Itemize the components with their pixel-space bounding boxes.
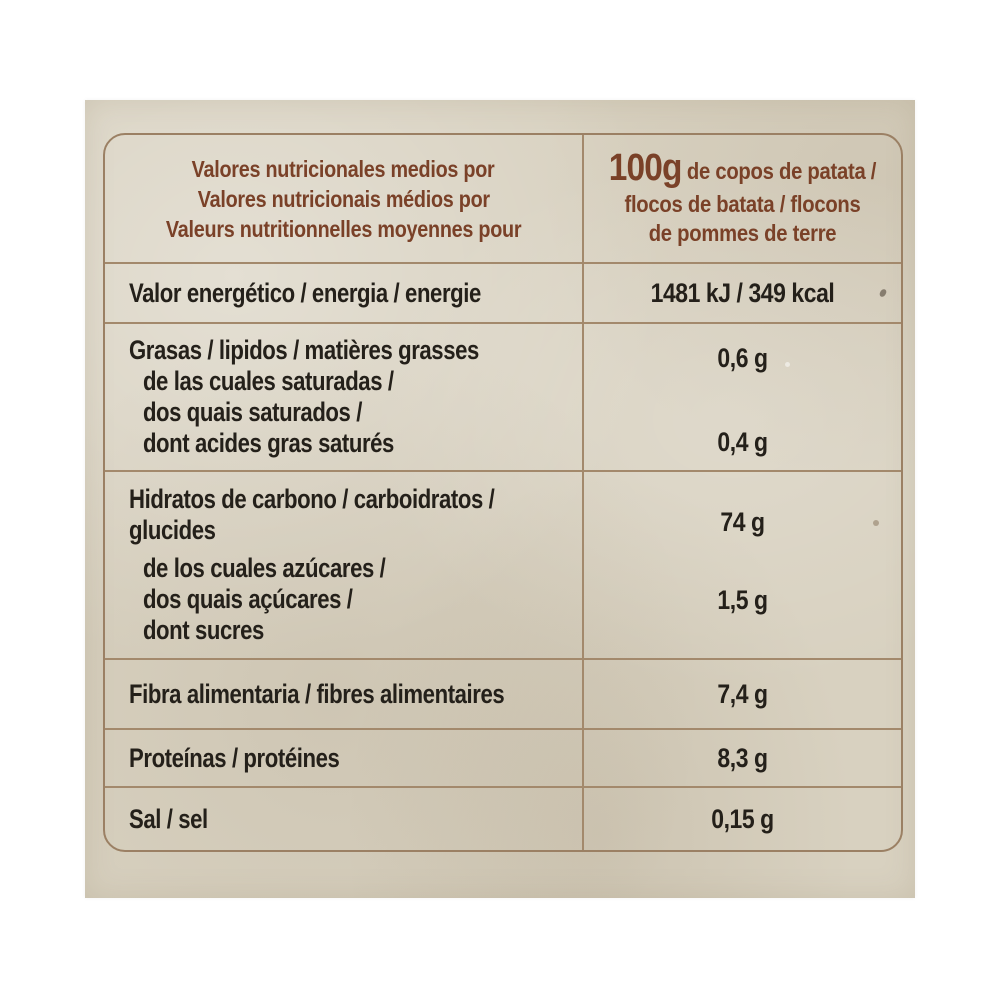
fat-label: Grasas / lipidos / matières grasses (129, 335, 479, 365)
protein-label-cell: Proteínas / protéines (105, 730, 582, 786)
header-quantity-cell: 100g de copos de patata / flocos de bata… (582, 135, 901, 262)
energy-label-cell: Valor energético / energia / energie (105, 264, 582, 322)
header-quantity-line-2: flocos de batata / flocons (624, 191, 861, 217)
carbohydrate-sugars-value: 1,5 g (717, 585, 768, 615)
carbohydrate-label-cell: Hidratos de carbono / carboidratos / glu… (105, 472, 582, 658)
table-row-fiber: Fibra alimentaria / fibres alimentaires … (105, 660, 901, 730)
protein-value-cell: 8,3 g (582, 730, 901, 786)
quantity-rest: de copos de patata / (681, 158, 877, 184)
header-quantity-line-3: de pommes de terre (648, 220, 837, 246)
salt-label: Sal / sel (129, 803, 208, 834)
header-line-spanish: Valores nutricionales medios por (192, 155, 495, 182)
carbohydrate-sugars-label-es: de los cuales azúcares / (142, 553, 386, 583)
salt-label-cell: Sal / sel (105, 788, 582, 850)
fat-saturated-label-pt: dos quais saturados / (142, 397, 362, 427)
carbohydrate-sugars-label-pt: dos quais açúcares / (142, 584, 353, 614)
fat-saturated-label-es: de las cuales saturadas / (142, 366, 394, 396)
header-line-french: Valeurs nutritionnelles moyennes pour (165, 215, 522, 242)
salt-value: 0,15 g (711, 804, 774, 834)
fat-saturated-label-fr: dont acides gras saturés (142, 428, 394, 458)
energy-value-cell: 1481 kJ / 349 kcal (582, 264, 901, 322)
nutrition-facts-table: Valores nutricionales medios por Valores… (103, 133, 903, 852)
carbohydrate-value: 74 g (720, 507, 765, 537)
energy-label: Valor energético / energia / energie (129, 277, 481, 308)
paper-speck (873, 520, 879, 526)
header-quantity-line-1: 100g de copos de patata / (603, 149, 882, 190)
fiber-label: Fibra alimentaria / fibres alimentaires (129, 678, 505, 709)
protein-value: 8,3 g (717, 743, 768, 773)
nutrition-label-paper: Valores nutricionales medios por Valores… (85, 100, 915, 898)
carbohydrate-label-line-1: Hidratos de carbono / carboidratos / (129, 484, 495, 514)
table-row-energy: Valor energético / energia / energie 148… (105, 264, 901, 324)
fiber-value-cell: 7,4 g (582, 660, 901, 728)
header-per-portion-cell: Valores nutricionales medios por Valores… (105, 135, 582, 262)
carbohydrate-value-cell: 74 g 1,5 g (582, 472, 901, 658)
fat-value-cell: 0,6 g 0,4 g (582, 324, 901, 470)
salt-value-cell: 0,15 g (582, 788, 901, 850)
fat-saturated-value: 0,4 g (717, 427, 768, 457)
carbohydrate-sugars-label-fr: dont sucres (142, 615, 264, 645)
fat-value: 0,6 g (717, 343, 768, 373)
fiber-label-cell: Fibra alimentaria / fibres alimentaires (105, 660, 582, 728)
table-row-protein: Proteínas / protéines 8,3 g (105, 730, 901, 788)
table-row-carbohydrate: Hidratos de carbono / carboidratos / glu… (105, 472, 901, 660)
energy-value: 1481 kJ / 349 kcal (650, 278, 835, 308)
fat-label-cell: Grasas / lipidos / matières grasses de l… (105, 324, 582, 470)
protein-label: Proteínas / protéines (129, 742, 340, 773)
header-line-portuguese: Valores nutricionais médios por (197, 185, 490, 212)
table-header-row: Valores nutricionales medios por Valores… (105, 135, 901, 264)
quantity-amount: 100g (608, 147, 683, 189)
table-row-fat: Grasas / lipidos / matières grasses de l… (105, 324, 901, 472)
paper-speck (785, 362, 790, 367)
table-row-salt: Sal / sel 0,15 g (105, 788, 901, 850)
fiber-value: 7,4 g (717, 679, 768, 709)
carbohydrate-label-line-2: glucides (129, 515, 216, 545)
